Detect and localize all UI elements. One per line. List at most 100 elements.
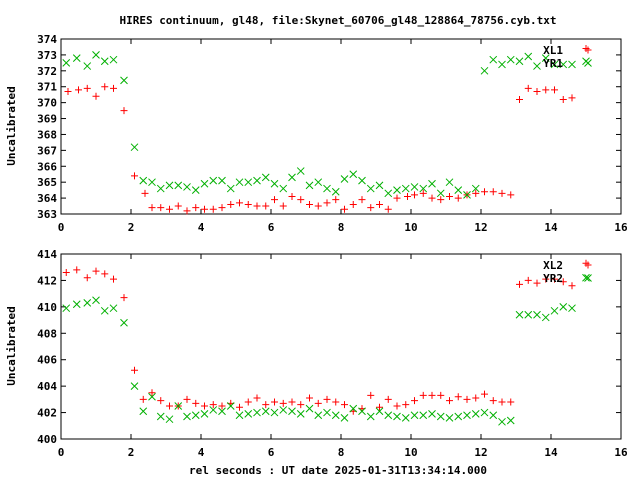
data-point-xl1 <box>481 188 488 196</box>
data-point-xl1 <box>376 200 383 208</box>
data-point-yr1 <box>200 179 209 188</box>
top-x-tick-label: 0 <box>58 221 65 234</box>
data-point-yr2 <box>165 415 174 424</box>
bottom-x-tick-label: 16 <box>614 446 628 459</box>
data-point-xl1 <box>349 200 357 208</box>
data-point-yr2 <box>419 411 428 420</box>
data-point-yr1 <box>270 179 279 188</box>
data-point-yr2 <box>550 306 559 315</box>
data-point-yr1 <box>498 60 506 69</box>
data-point-xl1 <box>157 204 165 212</box>
data-point-yr1 <box>550 60 559 69</box>
data-point-xl2 <box>148 389 156 397</box>
data-point-xl1 <box>428 194 436 202</box>
data-point-yr2 <box>305 404 314 413</box>
data-point-yr2 <box>323 408 331 417</box>
data-point-yr2 <box>498 417 506 426</box>
data-point-yr2 <box>515 310 524 319</box>
top-x-tick-label: 8 <box>338 221 345 234</box>
data-point-yr2 <box>296 410 305 418</box>
data-point-yr1 <box>209 176 218 185</box>
bottom-y-axis-label: Uncalibrated <box>5 306 18 385</box>
data-point-yr1 <box>100 57 109 66</box>
legend-marker-yr2 <box>584 274 592 282</box>
data-point-xl2 <box>489 397 497 405</box>
data-point-yr1 <box>130 143 139 152</box>
data-point-yr2 <box>183 412 191 421</box>
data-point-xl1 <box>92 92 100 100</box>
top-series-yr1 <box>62 51 590 199</box>
data-point-xl2 <box>131 366 138 374</box>
data-point-xl1 <box>446 193 453 200</box>
bottom-x-tick-label: 4 <box>198 446 205 459</box>
data-point-xl1 <box>183 207 191 215</box>
data-point-xl2 <box>306 394 313 402</box>
legend-label-xl1: XL1 <box>543 44 563 57</box>
bottom-y-tick-label: 406 <box>37 354 57 367</box>
data-point-yr1 <box>296 167 305 175</box>
data-point-xl2 <box>192 399 200 407</box>
data-point-yr2 <box>384 411 393 420</box>
data-point-yr2 <box>331 411 340 420</box>
data-point-yr2 <box>100 306 109 315</box>
data-point-yr2 <box>279 406 288 414</box>
data-point-xl2 <box>101 270 109 278</box>
bottom-y-tick-label: 404 <box>37 380 57 393</box>
top-x-tick-label: 6 <box>268 221 275 234</box>
top-x-tick-label: 2 <box>128 221 135 234</box>
data-point-xl1 <box>192 204 200 212</box>
data-point-xl2 <box>419 391 427 399</box>
top-y-tick-label: 370 <box>37 97 57 110</box>
top-x-tick-label: 4 <box>198 221 205 234</box>
data-point-yr1 <box>524 52 533 61</box>
data-point-xl2 <box>83 274 91 282</box>
data-point-yr1 <box>305 181 314 190</box>
data-point-xl1 <box>120 107 128 115</box>
data-point-yr2 <box>244 410 253 418</box>
data-point-xl2 <box>120 294 128 302</box>
data-point-xl1 <box>209 205 217 213</box>
data-point-yr2 <box>489 411 498 420</box>
data-point-xl1 <box>64 88 72 95</box>
data-point-yr2 <box>314 411 323 420</box>
data-point-yr2 <box>358 407 366 416</box>
data-point-xl2 <box>542 275 550 283</box>
data-point-yr1 <box>323 184 331 193</box>
data-point-yr1 <box>533 62 541 70</box>
data-point-yr1 <box>410 183 419 191</box>
bottom-x-tick-label: 14 <box>544 446 558 459</box>
data-point-yr2 <box>62 304 71 313</box>
data-point-xl2 <box>209 401 217 409</box>
data-point-xl1 <box>83 84 91 92</box>
data-point-xl2 <box>341 401 348 409</box>
data-point-xl2 <box>533 279 541 287</box>
data-point-xl1 <box>297 196 305 204</box>
data-point-yr1 <box>515 57 524 66</box>
data-point-xl1 <box>542 86 550 94</box>
data-point-yr2 <box>92 296 100 305</box>
data-point-yr2 <box>471 410 480 418</box>
legend-marker-xl1 <box>584 46 592 54</box>
data-point-yr1 <box>393 186 401 194</box>
data-point-yr1 <box>471 184 480 193</box>
data-point-yr2 <box>191 411 200 420</box>
bottom-x-tick-label: 10 <box>404 446 417 459</box>
bottom-x-tick-label: 2 <box>128 446 135 459</box>
top-y-tick-label: 374 <box>37 33 57 46</box>
data-point-yr1 <box>191 186 200 194</box>
data-point-yr1 <box>428 179 436 188</box>
data-point-xl2 <box>481 390 488 398</box>
data-point-xl1 <box>227 200 235 208</box>
data-point-yr2 <box>393 412 401 421</box>
data-point-yr1 <box>62 59 71 67</box>
bottom-y-tick-label: 410 <box>37 301 57 314</box>
data-point-xl2 <box>463 395 471 403</box>
data-point-yr2 <box>436 412 445 421</box>
data-point-xl1 <box>288 193 296 200</box>
data-point-yr1 <box>568 60 576 69</box>
data-point-xl2 <box>92 267 100 275</box>
data-point-yr2 <box>270 408 279 417</box>
data-point-yr2 <box>463 411 471 420</box>
data-point-yr2 <box>410 411 419 420</box>
